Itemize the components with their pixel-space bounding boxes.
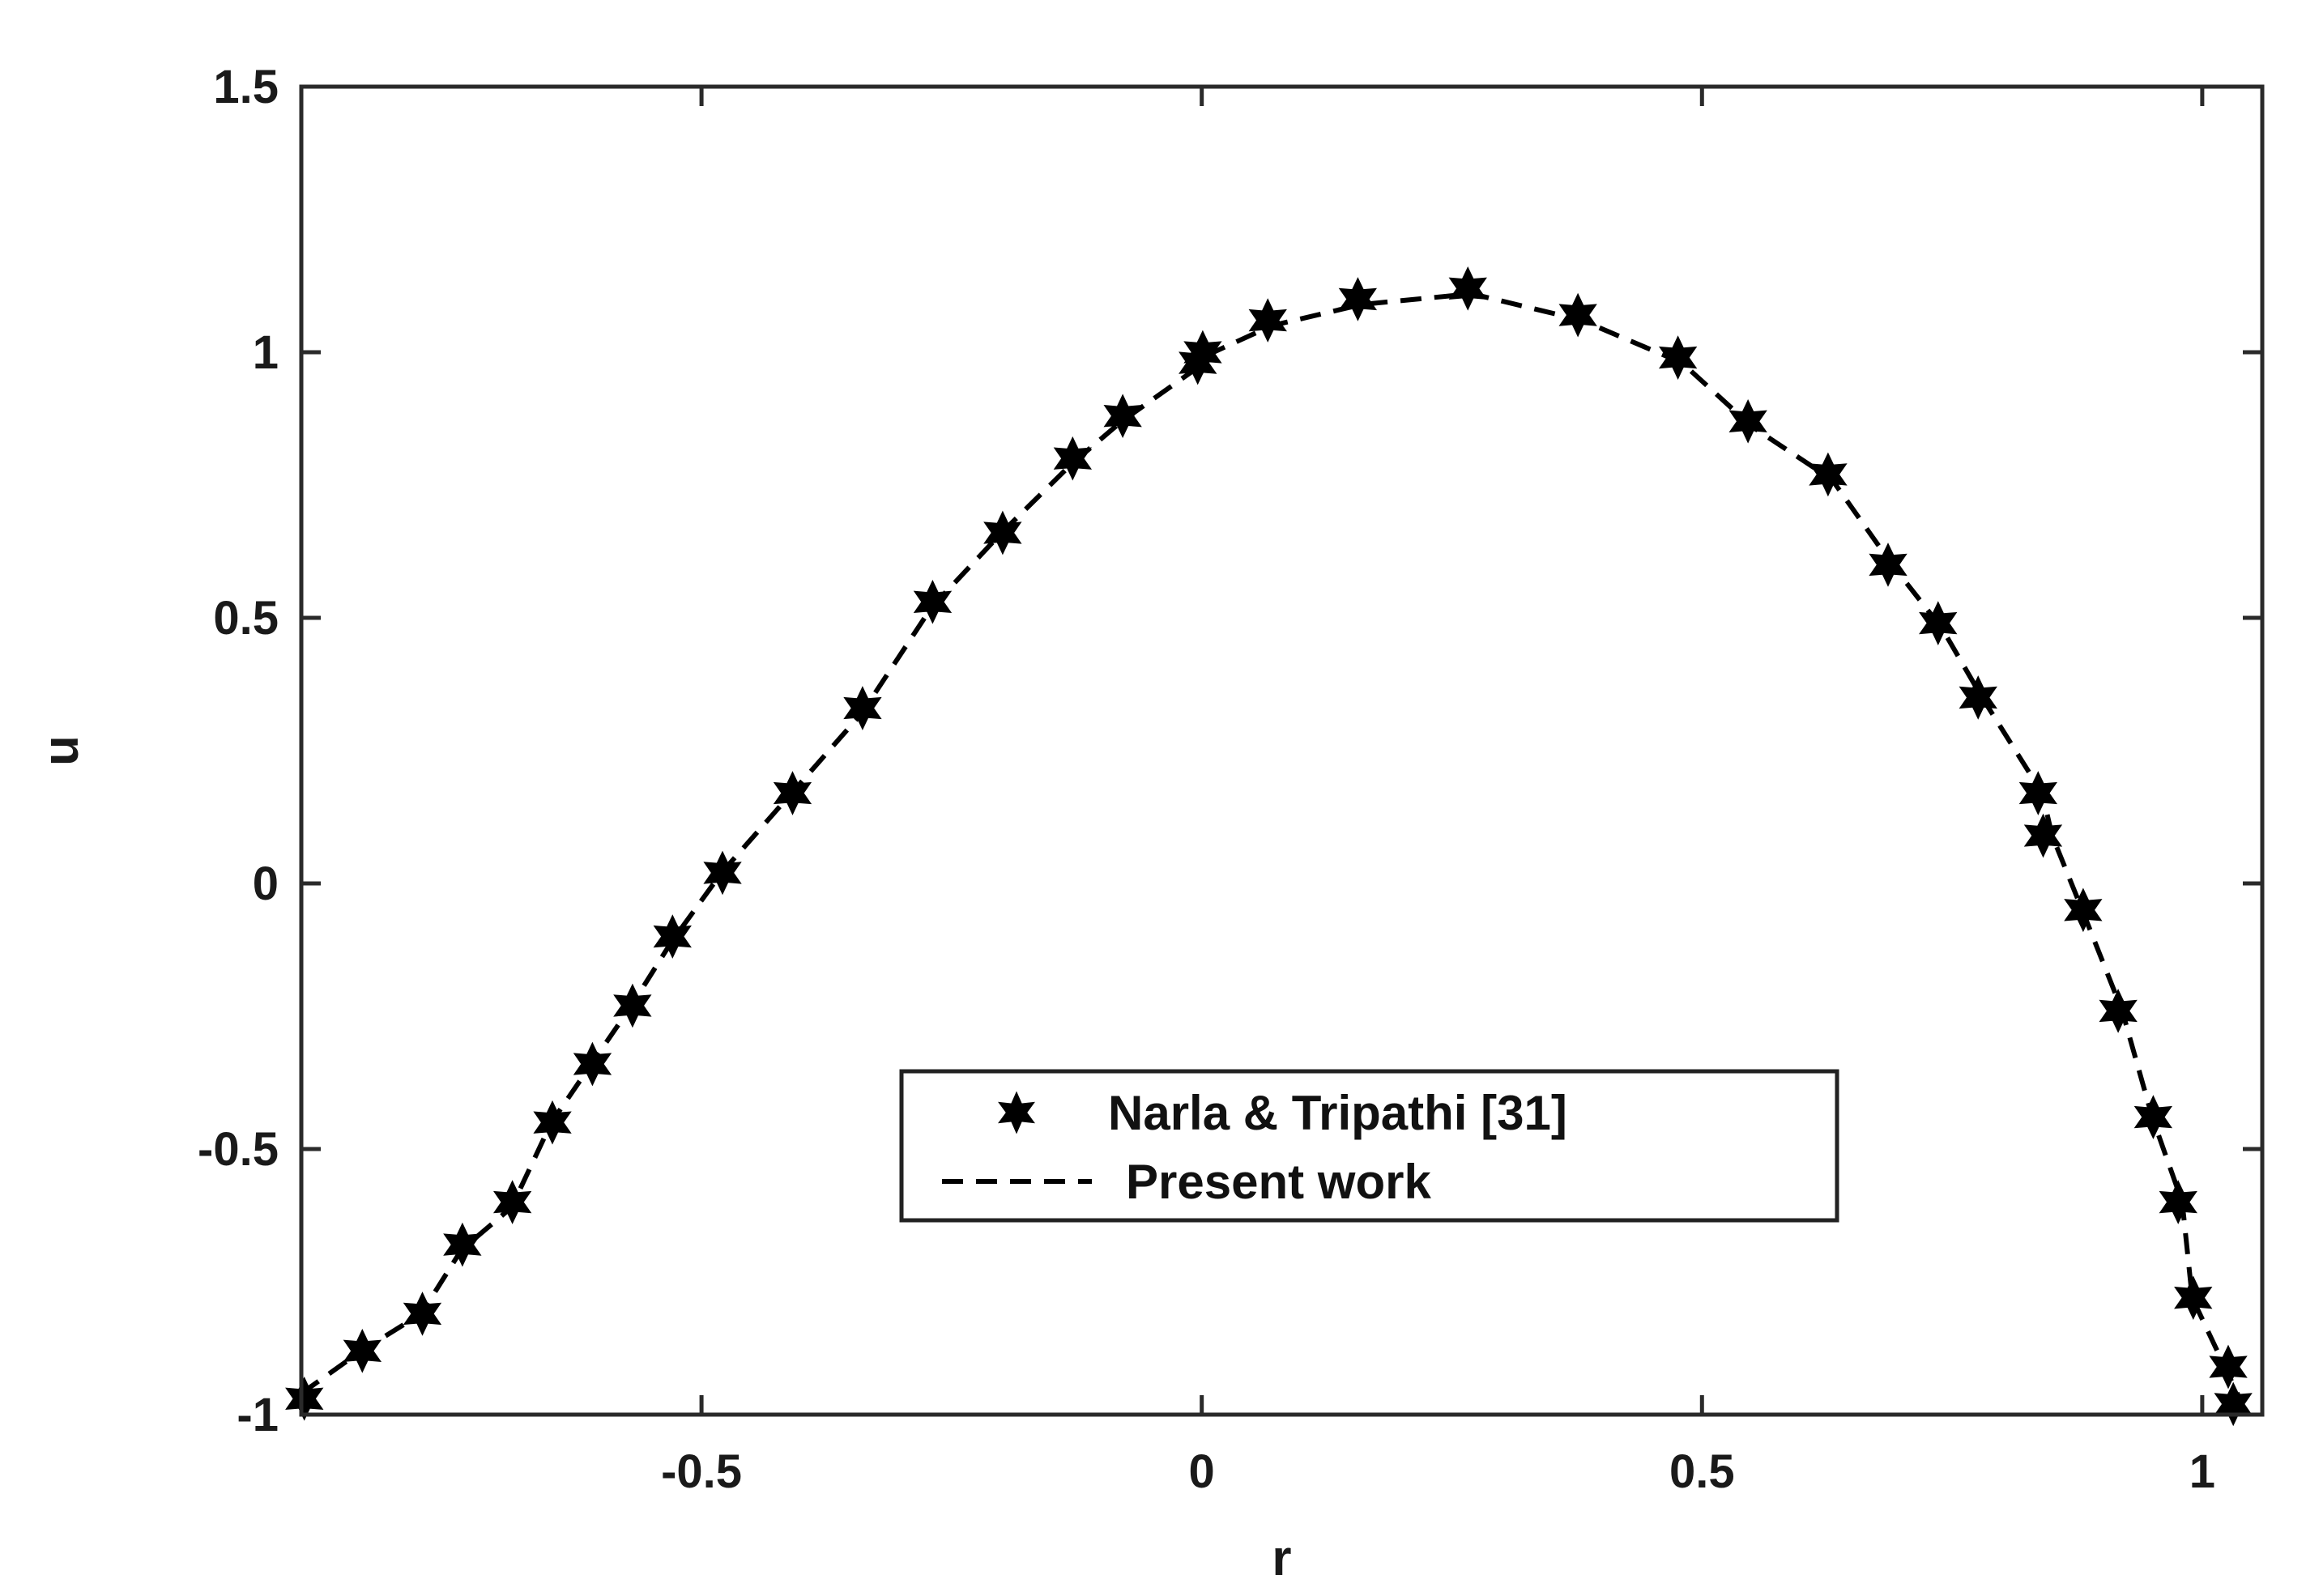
data-point [285, 1376, 324, 1421]
y-axis-label: u [33, 735, 89, 766]
data-point [1809, 452, 1848, 497]
data-point [343, 1328, 382, 1373]
legend-label-series-2: Present work [1126, 1155, 1431, 1209]
data-point [913, 579, 953, 624]
data-point [1959, 675, 1997, 720]
data-point [2209, 1344, 2248, 1390]
axes-frame [299, 84, 2265, 1417]
data-point [1338, 277, 1378, 321]
data-point [2099, 989, 2138, 1033]
data-point [573, 1041, 612, 1087]
data-point [1658, 335, 1698, 380]
legend-marker-series-1 [998, 1091, 1035, 1134]
x-tick-label: -0.5 [661, 1445, 742, 1498]
y-tick-label: -1 [237, 1389, 279, 1441]
data-point [703, 850, 742, 896]
plot-area [285, 266, 2253, 1427]
legend-box [899, 1069, 1839, 1223]
data-point [492, 1180, 532, 1224]
data-point [613, 983, 652, 1028]
x-tick-label: 1 [2189, 1445, 2215, 1498]
x-tick-label: 0.5 [1669, 1445, 1735, 1498]
data-point [843, 686, 882, 730]
y-tick-label: -0.5 [198, 1123, 279, 1176]
data-point [983, 510, 1022, 555]
data-point [1248, 298, 1287, 343]
data-point [1869, 543, 1907, 587]
data-point [2023, 813, 2063, 858]
data-point [2159, 1180, 2197, 1224]
data-point [1053, 436, 1093, 481]
y-tick-label: 1 [253, 326, 279, 379]
data-point [1183, 330, 1222, 375]
data-point [773, 771, 812, 815]
legend: Narla & Tripathi [31] Present work [899, 1069, 1839, 1223]
data-point [443, 1222, 482, 1267]
data-point [403, 1292, 442, 1336]
data-point [2174, 1275, 2213, 1321]
data-point [653, 914, 692, 959]
data-point [533, 1100, 572, 1145]
x-axis-label: r [1272, 1530, 1291, 1586]
x-tick-label: 0 [1189, 1445, 1215, 1498]
data-point [1448, 266, 1487, 311]
data-point [1728, 398, 1767, 444]
data-point [1103, 394, 1142, 439]
legend-label-series-1: Narla & Tripathi [31] [1108, 1086, 1567, 1140]
data-point [2018, 771, 2058, 815]
data-point [2133, 1095, 2173, 1139]
data-point [1919, 601, 1958, 645]
y-tick-label: 1.5 [213, 61, 279, 113]
data-point [1558, 292, 1597, 338]
data-point [2064, 887, 2103, 933]
data-point [2214, 1381, 2253, 1427]
y-tick-label: 0 [253, 858, 279, 910]
axis-ticks: -0.5 0 0.5 1 -1 -0.5 0 0.5 1 1.5 [198, 61, 2262, 1498]
legend-star-icon [998, 1091, 1035, 1134]
y-tick-label: 0.5 [213, 592, 279, 645]
